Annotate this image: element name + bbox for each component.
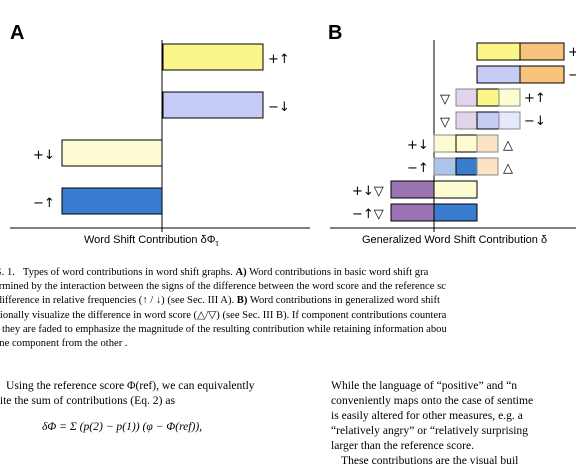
panel-b-bar bbox=[433, 157, 457, 176]
caption-fig: G. 1. bbox=[0, 267, 15, 278]
panel-a-bar-label: +↑ bbox=[268, 52, 290, 67]
panel-b-bar bbox=[476, 111, 500, 130]
panel-b-xlabel: Generalized Word Shift Contribution δ bbox=[362, 234, 547, 246]
caption-text: Word contributions in generalized word s… bbox=[249, 295, 440, 307]
caption-text: Types of word contributions in word shif… bbox=[22, 267, 233, 278]
caption-line: ermined by the interaction between the s… bbox=[0, 281, 446, 293]
figure-caption: G. 1. Types of word contributions in wor… bbox=[0, 266, 576, 351]
panel-b-bar bbox=[455, 111, 478, 130]
body-line: Using the reference score Φ(ref), we can… bbox=[6, 379, 255, 392]
equation: δΦ = Σ (p(2) − p(1)) (φ − Φ(ref)), bbox=[42, 420, 203, 433]
caption-line: one component from the other . bbox=[0, 338, 128, 350]
panel-b-bar bbox=[455, 157, 478, 176]
panel-b-row-prefix: ▽ bbox=[440, 115, 450, 130]
panel-b-bar bbox=[455, 88, 478, 107]
caption-line: itionally visualize the difference in wo… bbox=[0, 309, 447, 321]
caption-bold: A) bbox=[235, 267, 247, 278]
panel-b-letter: B bbox=[328, 22, 343, 44]
caption-bold: B) bbox=[236, 295, 248, 307]
panel-b-row-prefix: ▽ bbox=[440, 92, 450, 107]
panel-b-bar bbox=[433, 180, 478, 199]
panel-a-bar-pos-down bbox=[61, 139, 163, 167]
body-line: While the language of “positive” and “n bbox=[331, 379, 518, 392]
panel-b-bar bbox=[390, 180, 435, 199]
body-line: “relatively angry” or “relatively surpri… bbox=[331, 424, 529, 437]
panel-b-row-prefix: −↑▽ bbox=[352, 207, 384, 222]
body-line: rite the sum of contributions (Eq. 2) as bbox=[0, 394, 176, 407]
body-line: is easily altered for other measures, e.… bbox=[331, 409, 523, 422]
panel-b-bar bbox=[476, 88, 500, 107]
body-line: These contributions are the visual buil bbox=[341, 454, 519, 467]
caption-line: n they are faded to emphasize the magnit… bbox=[0, 323, 447, 335]
panel-a-bar-neg-down bbox=[162, 91, 264, 119]
panel-b-bar bbox=[433, 134, 457, 153]
body-right-column: While the language of “positive” and “n … bbox=[331, 378, 576, 468]
panel-b-bar bbox=[390, 203, 435, 222]
panel-b-bar bbox=[519, 42, 565, 61]
body-line: larger than the reference score. bbox=[331, 439, 475, 452]
panel-b-row-label: + bbox=[568, 45, 576, 60]
body-line: conveniently maps onto the case of senti… bbox=[331, 394, 534, 407]
panel-b-bar bbox=[476, 157, 499, 176]
panel-b-bar bbox=[476, 65, 521, 84]
panel-b-row-label: −↓ bbox=[524, 114, 546, 129]
panel-b-bar bbox=[498, 88, 521, 107]
body-left-column: Using the reference score Φ(ref), we can… bbox=[0, 378, 314, 408]
panel-a-bar-pos-up bbox=[162, 43, 264, 71]
panel-b-row-label: +↑ bbox=[524, 91, 546, 106]
panel-a-bar-label: −↓ bbox=[268, 100, 290, 115]
caption-text: difference in relative frequencies (↑ / … bbox=[0, 295, 235, 307]
caption-text: Word contributions in basic word shift g… bbox=[249, 267, 429, 278]
panel-a-letter: A bbox=[10, 22, 25, 44]
panel-b-bar bbox=[433, 203, 478, 222]
panel-a-bar-label: −↑ bbox=[33, 196, 55, 211]
panel-a-bar-neg-up bbox=[61, 187, 163, 215]
panel-b-row-label: △ bbox=[503, 161, 513, 176]
panel-b-bar bbox=[519, 65, 565, 84]
panel-b-bar bbox=[455, 134, 478, 153]
panel-b-bar bbox=[498, 111, 521, 130]
panel-b-row-prefix: −↑ bbox=[407, 161, 429, 176]
panel-b-row-prefix: +↓ bbox=[407, 138, 429, 153]
panel-b-row-label: △ bbox=[503, 138, 513, 153]
panel-b-bar bbox=[476, 42, 521, 61]
panel-a-bar-label: +↓ bbox=[33, 148, 55, 163]
panel-b-row-prefix: +↓▽ bbox=[352, 184, 384, 199]
panel-b-row-label: − bbox=[568, 68, 576, 83]
panel-b-bar bbox=[476, 134, 499, 153]
panel-a-xlabel: Word Shift Contribution δΦτ bbox=[84, 234, 219, 248]
